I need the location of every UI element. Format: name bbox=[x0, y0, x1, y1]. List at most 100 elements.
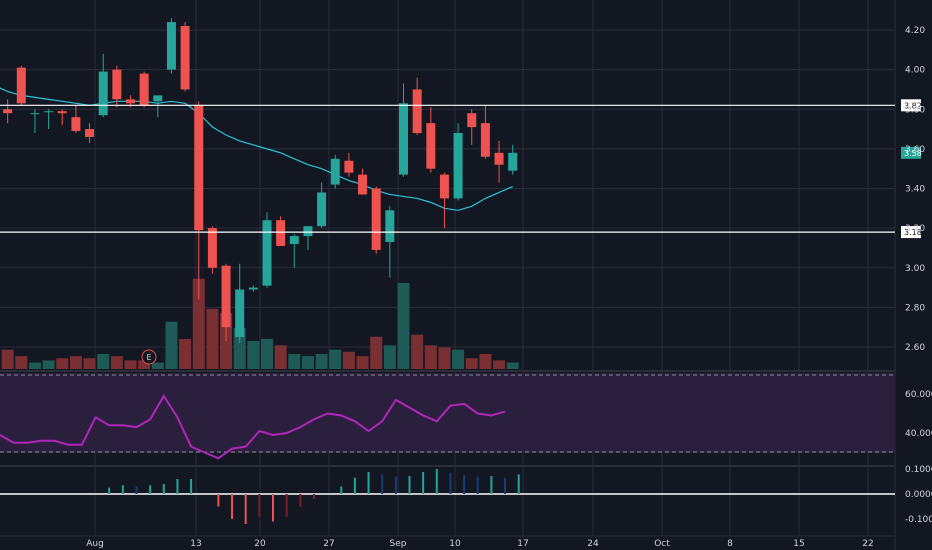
histogram-bar bbox=[258, 494, 261, 517]
volume-bar bbox=[247, 341, 260, 369]
price-tick-label: 3.40 bbox=[905, 185, 925, 195]
candle[interactable] bbox=[289, 234, 299, 268]
histogram-bar bbox=[476, 476, 479, 494]
candle[interactable] bbox=[57, 109, 67, 126]
candle[interactable] bbox=[98, 53, 108, 118]
histogram-bar bbox=[435, 469, 438, 494]
candle[interactable] bbox=[194, 101, 204, 300]
volume-bar bbox=[179, 338, 192, 369]
candle[interactable] bbox=[180, 22, 190, 92]
price-tick-label: 2.60 bbox=[905, 343, 925, 353]
volume-bar bbox=[151, 362, 164, 369]
candle[interactable] bbox=[330, 154, 340, 189]
volume-bar bbox=[97, 353, 110, 369]
candle[interactable] bbox=[385, 206, 395, 278]
candle[interactable] bbox=[439, 172, 449, 229]
candle[interactable] bbox=[480, 105, 490, 159]
candle-body bbox=[112, 69, 122, 100]
candle[interactable] bbox=[276, 216, 286, 246]
candle-body bbox=[98, 71, 108, 116]
price-tick-label: 3.20 bbox=[905, 224, 925, 234]
histogram-bar bbox=[353, 477, 356, 494]
candle[interactable] bbox=[467, 109, 477, 145]
candle[interactable] bbox=[344, 152, 354, 177]
candle[interactable] bbox=[399, 83, 408, 177]
candle[interactable] bbox=[207, 226, 217, 274]
candle-body bbox=[235, 289, 245, 338]
histogram-bar bbox=[449, 472, 452, 494]
candle[interactable] bbox=[44, 109, 54, 130]
candle[interactable] bbox=[3, 99, 13, 124]
candle[interactable] bbox=[426, 107, 436, 173]
volume-bar bbox=[397, 283, 410, 369]
candle[interactable] bbox=[235, 263, 245, 344]
candle-body bbox=[207, 228, 217, 268]
volume-bar bbox=[1, 349, 14, 369]
candle-body bbox=[412, 89, 422, 134]
candle[interactable] bbox=[262, 212, 272, 288]
candle[interactable] bbox=[139, 71, 149, 108]
candle[interactable] bbox=[358, 168, 368, 195]
histogram-bar bbox=[408, 476, 411, 494]
candle[interactable] bbox=[412, 77, 422, 136]
histogram-bar bbox=[312, 494, 315, 499]
candle[interactable] bbox=[494, 140, 504, 183]
price-tick-label: 3.80 bbox=[905, 105, 925, 115]
horizontal-levels[interactable]: 3.82 3.18 3.58 bbox=[0, 99, 922, 239]
candle[interactable] bbox=[166, 18, 176, 74]
candle-body bbox=[85, 129, 95, 137]
volume-bar bbox=[424, 345, 437, 369]
histogram-bar bbox=[149, 485, 152, 494]
volume-bar bbox=[83, 358, 96, 369]
candle-body bbox=[303, 226, 313, 237]
rsi-band bbox=[0, 373, 895, 453]
time-tick-label: 8 bbox=[727, 539, 733, 549]
volume-bar bbox=[493, 360, 506, 369]
histogram-bar bbox=[381, 474, 384, 494]
last-price-tag bbox=[901, 146, 921, 159]
candle-body bbox=[467, 113, 477, 128]
earnings-marker[interactable]: E bbox=[141, 349, 157, 365]
volume-pane bbox=[1, 278, 519, 369]
candle[interactable] bbox=[371, 186, 381, 254]
candle[interactable] bbox=[30, 109, 40, 134]
candle[interactable] bbox=[248, 285, 258, 292]
candle[interactable] bbox=[16, 65, 26, 106]
candle-body bbox=[221, 265, 231, 328]
volume-bar bbox=[165, 321, 178, 369]
candle[interactable] bbox=[221, 263, 231, 342]
histogram-bar bbox=[285, 494, 288, 517]
candle[interactable] bbox=[112, 65, 122, 108]
volume-bar bbox=[356, 356, 369, 369]
candle[interactable] bbox=[317, 182, 327, 229]
histogram-bar bbox=[272, 494, 274, 522]
candle-body bbox=[139, 73, 149, 106]
time-tick-label: Oct bbox=[654, 539, 670, 549]
candle-body bbox=[3, 109, 13, 114]
candle[interactable] bbox=[85, 123, 95, 143]
candle[interactable] bbox=[508, 144, 518, 175]
volume-bar bbox=[42, 360, 55, 369]
histogram-bar bbox=[517, 474, 520, 494]
volume-bar bbox=[438, 347, 451, 369]
candle[interactable] bbox=[453, 123, 463, 201]
candle-body bbox=[44, 111, 54, 113]
earnings-circle[interactable] bbox=[141, 349, 157, 365]
candle-body bbox=[30, 113, 40, 115]
volume-bar bbox=[261, 338, 273, 369]
histogram-bar bbox=[162, 484, 165, 494]
candle[interactable] bbox=[153, 95, 163, 118]
volume-bar bbox=[138, 360, 151, 369]
moving-average-line bbox=[0, 87, 513, 211]
rsi-line bbox=[0, 394, 506, 460]
moving-average bbox=[0, 87, 513, 211]
candle-body bbox=[126, 99, 135, 104]
candle-body bbox=[385, 210, 395, 242]
time-tick-label: 10 bbox=[449, 539, 461, 549]
candle-body bbox=[16, 67, 26, 104]
volume-bar bbox=[28, 362, 41, 369]
candle[interactable] bbox=[71, 105, 81, 134]
